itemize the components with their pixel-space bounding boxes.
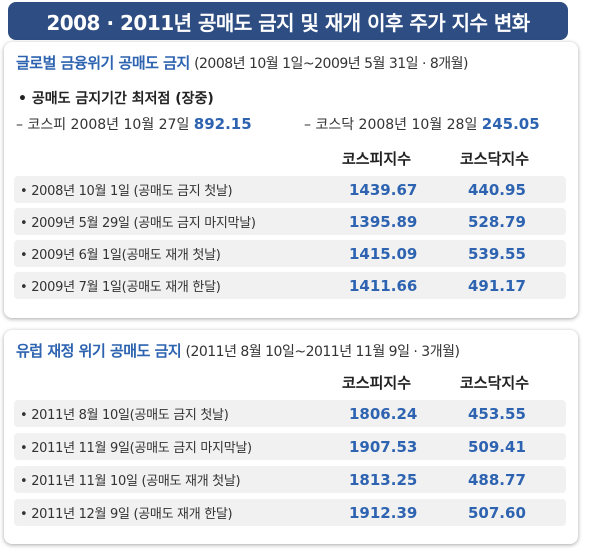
kospi-value: 1813.25 bbox=[349, 470, 418, 489]
kospi-value: 1395.89 bbox=[349, 212, 418, 231]
kosdaq-low-label: – 코스닥 2008년 10월 28일 bbox=[304, 117, 478, 133]
kosdaq-value: 507.60 bbox=[468, 503, 526, 522]
kosdaq-value: 453.55 bbox=[468, 404, 526, 423]
low-point-heading: • 공매도 금지기간 최저점 (장중) bbox=[18, 91, 214, 107]
kosdaq-low-line: – 코스닥 2008년 10월 28일 245.05 bbox=[304, 114, 540, 134]
table-row: • 2011년 11월 10일 (공매도 재개 첫날) 1813.25 488.… bbox=[14, 466, 566, 493]
row-label: • 2009년 7월 1일(공매도 재개 한달) bbox=[20, 280, 221, 295]
table-row: • 2009년 7월 1일(공매도 재개 한달) 1411.66 491.17 bbox=[14, 272, 566, 299]
kosdaq-low-value: 245.05 bbox=[481, 115, 540, 133]
kosdaq-value: 528.79 bbox=[468, 212, 526, 231]
column-header-kosdaq: 코스닥지수 bbox=[460, 150, 530, 168]
section-title: 유럽 재정 위기 공매도 금지 (2011년 8월 10일~2011년 11월 … bbox=[16, 340, 460, 361]
table-row: • 2009년 6월 1일(공매도 재개 첫날) 1415.09 539.55 bbox=[14, 240, 566, 267]
table-row: • 2011년 8월 10일(공매도 금지 첫날) 1806.24 453.55 bbox=[14, 400, 566, 427]
kospi-value: 1411.66 bbox=[349, 276, 418, 295]
kospi-low-value: 892.15 bbox=[193, 115, 252, 133]
kospi-value: 1415.09 bbox=[349, 244, 418, 263]
row-label: • 2011년 11월 9일(공매도 금지 마지막날) bbox=[20, 441, 252, 456]
row-label: • 2011년 12월 9일 (공매도 재개 한달) bbox=[20, 507, 233, 522]
kospi-value: 1439.67 bbox=[349, 180, 418, 199]
europe-crisis-panel: 유럽 재정 위기 공매도 금지 (2011년 8월 10일~2011년 11월 … bbox=[4, 330, 578, 544]
banner-title: 2008 · 2011년 공매도 금지 및 재개 이후 주가 지수 변화 bbox=[8, 2, 568, 40]
row-label: • 2009년 6월 1일(공매도 재개 첫날) bbox=[20, 248, 221, 263]
section-title-period: (2011년 8월 10일~2011년 11월 9일 · 3개월) bbox=[185, 344, 460, 360]
global-crisis-panel: 글로벌 금융위기 공매도 금지 (2008년 10월 1일~2009년 5월 3… bbox=[4, 42, 578, 318]
kosdaq-value: 509.41 bbox=[468, 437, 526, 456]
section-title-main: 유럽 재정 위기 공매도 금지 bbox=[16, 342, 182, 360]
section-title-main: 글로벌 금융위기 공매도 금지 bbox=[16, 54, 190, 72]
kospi-value: 1907.53 bbox=[349, 437, 418, 456]
row-label: • 2011년 11월 10일 (공매도 재개 첫날) bbox=[20, 474, 241, 489]
table-row: • 2008년 10월 1일 (공매도 금지 첫날) 1439.67 440.9… bbox=[14, 176, 566, 203]
kosdaq-value: 488.77 bbox=[468, 470, 526, 489]
kospi-low-line: – 코스피 2008년 10월 27일 892.15 bbox=[16, 114, 252, 134]
column-header-kospi: 코스피지수 bbox=[342, 150, 412, 168]
column-header-kosdaq: 코스닥지수 bbox=[460, 374, 530, 392]
kospi-low-label: – 코스피 2008년 10월 27일 bbox=[16, 117, 190, 133]
kospi-value: 1806.24 bbox=[349, 404, 418, 423]
table-row: • 2011년 12월 9일 (공매도 재개 한달) 1912.39 507.6… bbox=[14, 499, 566, 526]
kospi-value: 1912.39 bbox=[349, 503, 418, 522]
table-row: • 2009년 5월 29일 (공매도 금지 마지막날) 1395.89 528… bbox=[14, 208, 566, 235]
row-label: • 2008년 10월 1일 (공매도 금지 첫날) bbox=[20, 184, 233, 199]
column-header-kospi: 코스피지수 bbox=[342, 374, 412, 392]
row-label: • 2009년 5월 29일 (공매도 금지 마지막날) bbox=[20, 216, 256, 231]
kosdaq-value: 539.55 bbox=[468, 244, 526, 263]
table-row: • 2011년 11월 9일(공매도 금지 마지막날) 1907.53 509.… bbox=[14, 433, 566, 460]
row-label: • 2011년 8월 10일(공매도 금지 첫날) bbox=[20, 408, 229, 423]
kosdaq-value: 440.95 bbox=[468, 180, 526, 199]
section-title-period: (2008년 10월 1일~2009년 5월 31일 · 8개월) bbox=[194, 56, 469, 72]
section-title: 글로벌 금융위기 공매도 금지 (2008년 10월 1일~2009년 5월 3… bbox=[16, 52, 469, 73]
kosdaq-value: 491.17 bbox=[468, 276, 526, 295]
